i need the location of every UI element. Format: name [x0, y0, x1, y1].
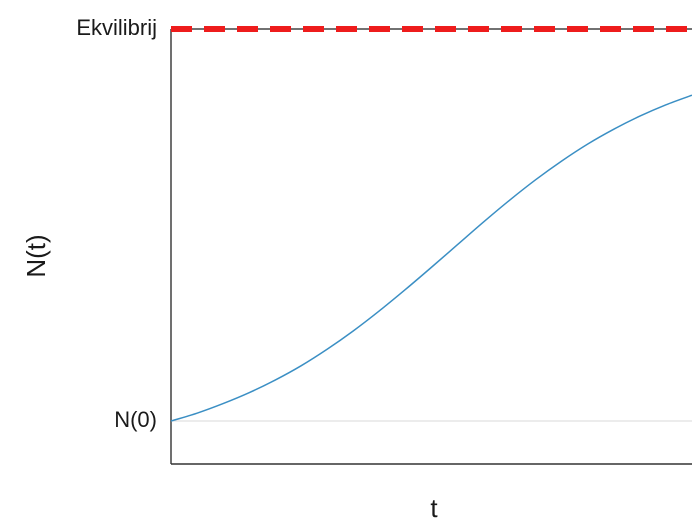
- y-tick-label-equilibrium: Ekvilibrij: [76, 15, 157, 40]
- y-tick-label-n0: N(0): [114, 407, 157, 432]
- plot-area: [170, 26, 692, 465]
- population-curve: [170, 94, 692, 422]
- y-axis-label: N(t): [21, 234, 51, 277]
- x-axis-label: t: [430, 493, 438, 523]
